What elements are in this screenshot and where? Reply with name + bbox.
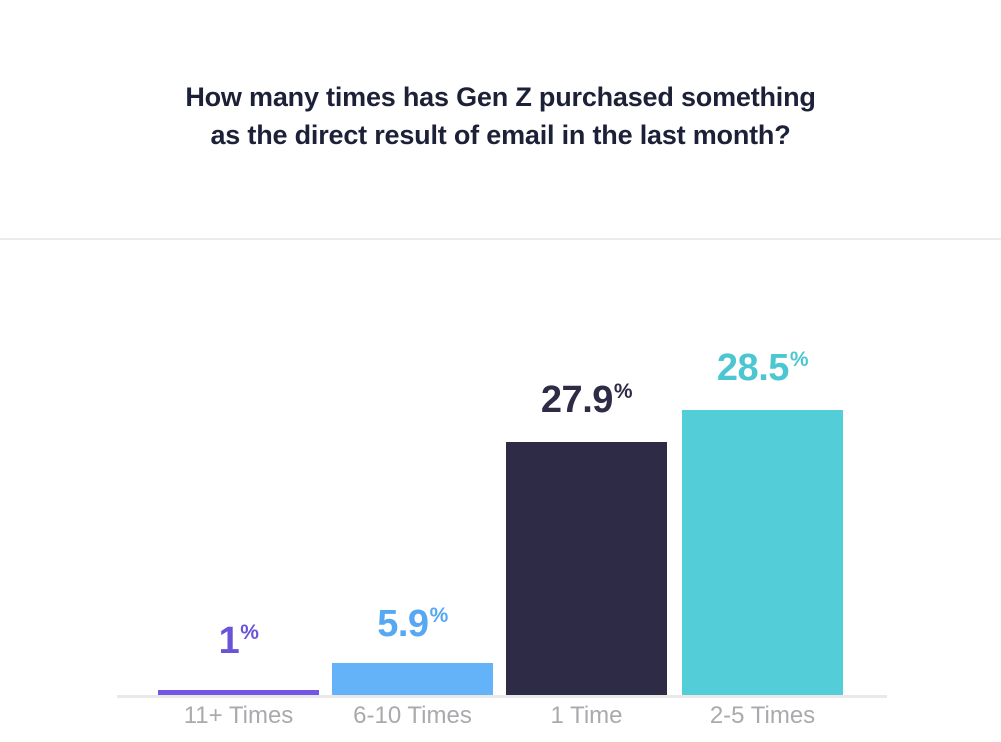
- bar-group: 1% 11+ Times: [158, 240, 319, 742]
- value-number: 5.9: [377, 603, 429, 645]
- value-label: 27.9%: [506, 380, 667, 420]
- bar-group: 27.9% 1 Time: [506, 240, 667, 742]
- value-number: 27.9: [540, 379, 613, 421]
- page-title-line-2: as the direct result of email in the las…: [210, 120, 791, 150]
- x-axis-label: 11+ Times: [183, 702, 294, 729]
- section-divider: [0, 238, 1001, 240]
- percent-sign: %: [240, 621, 259, 644]
- value-label: 1%: [158, 621, 319, 661]
- page-title: How many times has Gen Z purchased somet…: [0, 78, 1001, 154]
- x-axis-label: 6-10 Times: [353, 702, 472, 729]
- bar: [158, 690, 319, 698]
- percent-sign: %: [429, 604, 449, 627]
- x-axis-line: [117, 695, 887, 698]
- bar-group: 28.5% 2-5 Times: [682, 240, 843, 742]
- bar: [682, 410, 843, 698]
- page-title-line-1: How many times has Gen Z purchased somet…: [185, 82, 816, 112]
- bar: [332, 663, 493, 698]
- bar-group: 5.9% 6-10 Times: [332, 240, 493, 742]
- value-label: 28.5%: [682, 348, 843, 388]
- value-number: 1: [218, 620, 240, 662]
- bar: [506, 442, 667, 698]
- percent-sign: %: [613, 380, 633, 403]
- value-number: 28.5: [716, 347, 789, 389]
- percent-sign: %: [789, 348, 809, 371]
- x-axis-label: 2-5 Times: [709, 702, 816, 729]
- x-axis-label: 1 Time: [550, 702, 623, 729]
- value-label: 5.9%: [332, 604, 493, 644]
